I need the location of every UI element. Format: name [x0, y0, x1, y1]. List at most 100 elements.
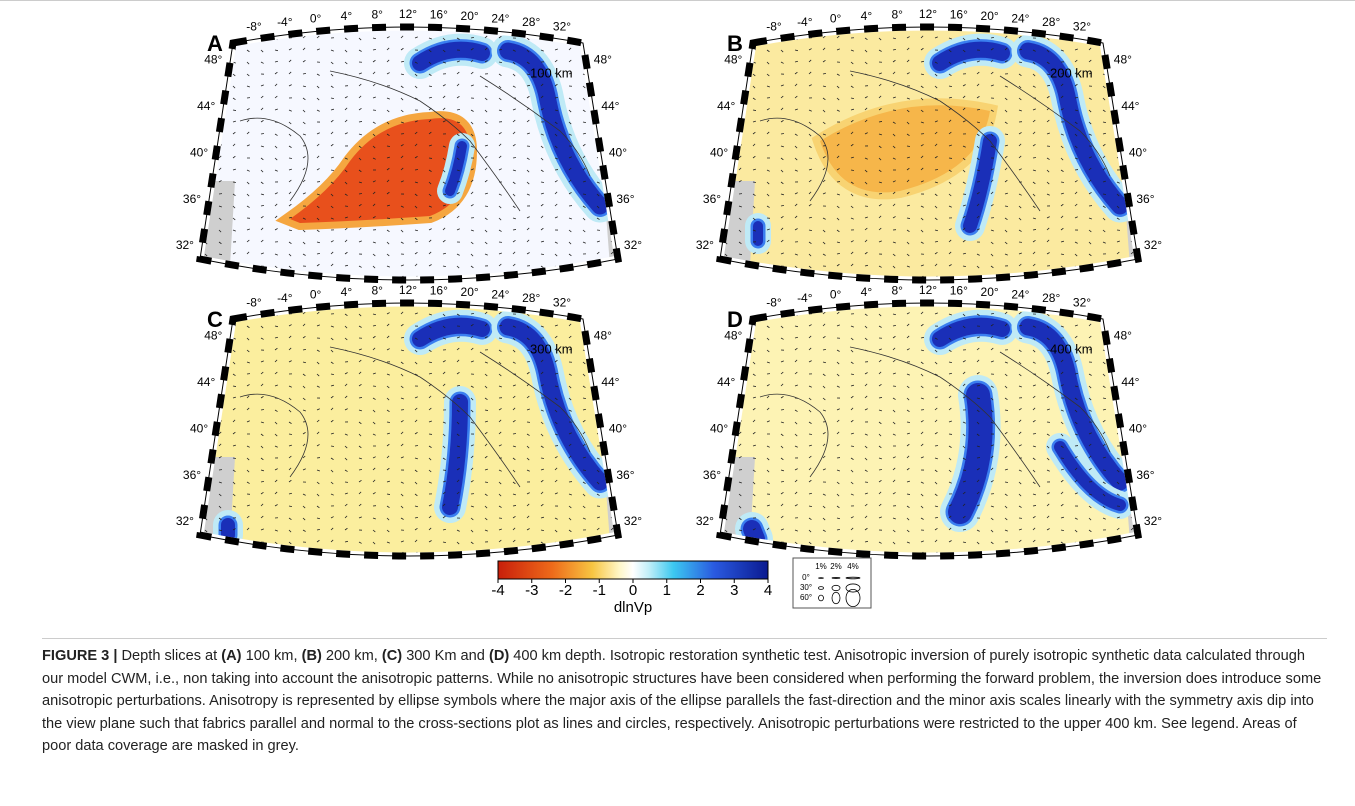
- anisotropy-symbol: [920, 443, 924, 447]
- anisotropy-symbol: [358, 359, 362, 363]
- anisotropy-symbol: [781, 566, 783, 568]
- anisotropy-symbol: [934, 181, 938, 184]
- anisotropy-symbol: [554, 145, 558, 149]
- colorbar-tick-label: -4: [491, 582, 504, 599]
- anisotropy-symbol: [498, 481, 502, 485]
- lat-label: 40°: [609, 145, 627, 159]
- anisotropy-symbol: [232, 120, 236, 123]
- anisotropy-symbol: [316, 143, 320, 147]
- anisotropy-symbol: [386, 312, 390, 315]
- anisotropy-symbol: [456, 409, 460, 413]
- anisotropy-symbol: [274, 371, 278, 375]
- anisotropy-symbol: [610, 37, 614, 40]
- anisotropy-symbol: [878, 157, 882, 161]
- anisotropy-symbol: [484, 505, 488, 509]
- anisotropy-symbol: [400, 47, 404, 51]
- anisotropy-symbol: [962, 421, 966, 424]
- anisotropy-symbol: [232, 419, 236, 423]
- anisotropy-symbol: [808, 229, 813, 232]
- anisotropy-symbol: [498, 205, 502, 209]
- anisotropy-symbol: [1074, 456, 1078, 459]
- anisotropy-symbol: [344, 61, 348, 65]
- anisotropy-symbol: [1032, 420, 1036, 423]
- anisotropy-symbol: [794, 479, 798, 483]
- anisotropy-symbol: [582, 419, 586, 423]
- anisotropy-symbol: [414, 205, 418, 209]
- anisotropy-symbol: [990, 59, 994, 63]
- anisotropy-symbol: [1018, 193, 1022, 196]
- anisotropy-symbol: [302, 385, 306, 389]
- anisotropy-symbol: [358, 421, 362, 425]
- lon-label: 32°: [553, 20, 571, 34]
- anisotropy-symbol: [260, 445, 264, 449]
- anisotropy-symbol: [822, 385, 826, 389]
- anisotropy-symbol: [1032, 85, 1036, 88]
- anisotropy-symbol: [470, 421, 474, 424]
- anisotropy-symbol: [990, 47, 994, 51]
- anisotropy-symbol: [892, 347, 896, 351]
- anisotropy-symbol: [554, 347, 558, 351]
- anisotropy-symbol: [358, 348, 362, 351]
- anisotropy-symbol: [1004, 361, 1008, 364]
- anisotropy-symbol: [1004, 133, 1009, 135]
- anisotropy-symbol: [442, 313, 446, 317]
- anisotropy-symbol: [442, 325, 446, 329]
- anisotropy-symbol: [962, 215, 966, 219]
- anisotropy-symbol: [948, 169, 952, 172]
- anisotropy-symbol: [864, 227, 868, 231]
- anisotropy-symbol: [780, 61, 784, 64]
- anisotropy-symbol: [246, 61, 250, 65]
- anisotropy-symbol: [344, 337, 348, 341]
- anisotropy-symbol: [288, 360, 292, 363]
- anisotropy-symbol: [498, 539, 502, 543]
- anisotropy-symbol: [1088, 552, 1093, 555]
- anisotropy-symbol: [850, 325, 854, 328]
- anisotropy-symbol: [428, 313, 432, 316]
- anisotropy-symbol: [596, 312, 600, 315]
- anisotropy-symbol: [400, 73, 405, 76]
- anisotropy-symbol: [484, 241, 488, 245]
- anisotropy-symbol: [836, 73, 840, 76]
- anisotropy-symbol: [850, 73, 854, 77]
- legend-row: 30°: [800, 583, 812, 592]
- caption-text: 200 km,: [321, 648, 382, 664]
- anisotropy-symbol: [864, 313, 868, 317]
- anisotropy-symbol: [1046, 49, 1050, 53]
- anisotropy-symbol: [738, 529, 743, 532]
- anisotropy-symbol: [934, 312, 938, 315]
- anisotropy-symbol: [878, 72, 882, 75]
- anisotropy-symbol: [358, 313, 362, 317]
- anisotropy-symbol: [372, 191, 376, 195]
- anisotropy-symbol: [752, 85, 756, 89]
- anisotropy-symbol: [990, 529, 994, 533]
- anisotropy-symbol: [906, 455, 910, 459]
- anisotropy-symbol: [456, 529, 460, 532]
- anisotropy-symbol: [232, 275, 236, 279]
- anisotropy-symbol: [484, 397, 488, 401]
- anisotropy-symbol: [386, 133, 390, 136]
- anisotropy-symbol: [794, 145, 798, 149]
- anisotropy-symbol: [470, 455, 474, 459]
- anisotropy-symbol: [920, 517, 924, 520]
- anisotropy-symbol: [1102, 456, 1106, 459]
- anisotropy-symbol: [1046, 445, 1050, 449]
- anisotropy-symbol: [568, 72, 572, 75]
- anisotropy-symbol: [976, 37, 980, 40]
- lon-label: 16°: [950, 8, 968, 22]
- anisotropy-symbol: [568, 121, 572, 125]
- anisotropy-symbol: [976, 265, 980, 269]
- anisotropy-symbol: [766, 144, 770, 147]
- anomaly: [290, 118, 470, 223]
- colorbar-tick-label: 4: [764, 582, 772, 599]
- anisotropy-symbol: [962, 265, 967, 268]
- anisotropy-symbol: [358, 37, 362, 41]
- anisotropy-symbol: [780, 553, 784, 556]
- anisotropy-symbol: [934, 481, 938, 485]
- anisotropy-symbol: [990, 133, 994, 137]
- anisotropy-symbol: [822, 59, 826, 63]
- anisotropy-symbol: [288, 455, 292, 459]
- anisotropy-symbol: [568, 192, 572, 195]
- anisotropy-symbol: [906, 72, 910, 75]
- anisotropy-symbol: [218, 481, 222, 484]
- anisotropy-symbol: [568, 179, 572, 183]
